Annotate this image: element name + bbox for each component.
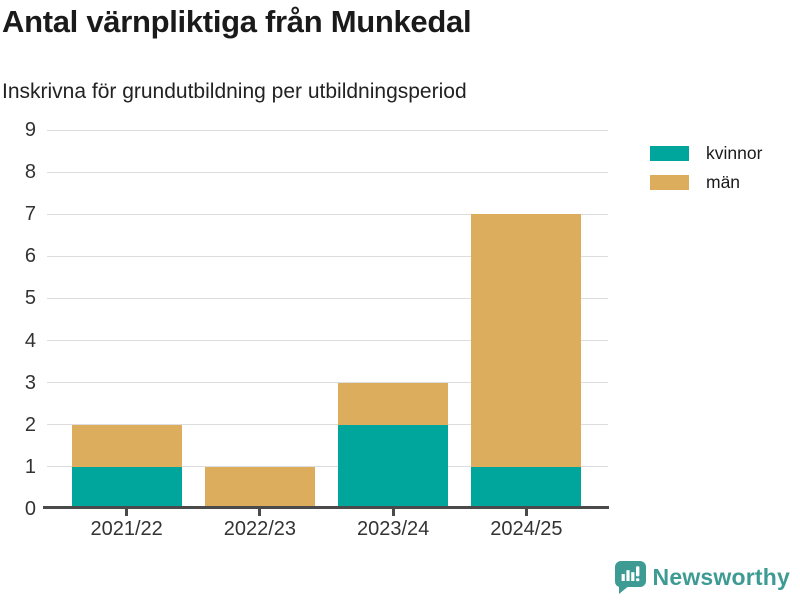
x-tick-label: 2024/25 xyxy=(490,518,563,540)
legend: kvinnor män xyxy=(650,143,763,204)
x-tick-label: 2022/23 xyxy=(223,518,297,540)
legend-item-kvinnor: kvinnor xyxy=(650,143,763,163)
gridline xyxy=(47,466,608,468)
bar-column xyxy=(327,130,460,509)
y-tick-label: 7 xyxy=(24,203,36,226)
gridline xyxy=(47,382,608,384)
gridline xyxy=(47,340,608,342)
chart-subtitle: Inskrivna för grundutbildning per utbild… xyxy=(2,80,467,103)
chart-title: Antal värnpliktiga från Munkedal xyxy=(2,4,472,39)
y-tick-label: 6 xyxy=(24,245,36,268)
bar-column xyxy=(60,130,193,509)
y-tick-label: 5 xyxy=(24,287,36,310)
stacked-bar xyxy=(338,382,449,509)
y-tick-label: 0 xyxy=(24,498,36,520)
gridline xyxy=(47,171,608,173)
bar-column xyxy=(460,130,593,509)
x-tick-label: 2021/22 xyxy=(90,518,163,540)
bar-column xyxy=(193,130,326,509)
bar-segment xyxy=(338,424,449,509)
newsworthy-logo: Newsworthy xyxy=(614,561,790,594)
bar-segment xyxy=(71,466,182,509)
legend-label-kvinnor: kvinnor xyxy=(706,143,763,163)
newsworthy-wordmark: Newsworthy xyxy=(652,564,790,590)
bar-chart-speech-bubble-icon xyxy=(614,561,646,594)
x-tick xyxy=(524,509,528,516)
gridline xyxy=(47,424,608,426)
y-tick-label: 2 xyxy=(24,413,36,436)
legend-item-man: män xyxy=(650,172,762,192)
plot-area xyxy=(45,129,608,509)
bar-segment xyxy=(338,382,449,425)
stacked-bar xyxy=(204,466,315,509)
legend-swatch-kvinnor xyxy=(650,146,689,161)
x-tick xyxy=(125,509,129,516)
gridline xyxy=(47,297,608,299)
stacked-bar xyxy=(471,214,582,509)
y-tick-label: 4 xyxy=(24,329,36,352)
gridline xyxy=(47,255,608,257)
y-tick-label: 1 xyxy=(24,455,36,478)
gridline xyxy=(47,129,608,131)
y-tick-label: 3 xyxy=(24,371,36,394)
bar-segment xyxy=(204,466,315,509)
y-tick-label: 8 xyxy=(24,161,36,184)
legend-label-man: män xyxy=(706,172,741,192)
y-axis-labels: 0 1 2 3 4 5 6 7 8 9 xyxy=(0,119,36,520)
bar-columns xyxy=(60,130,593,509)
legend-swatch-man xyxy=(650,175,689,190)
y-tick-label: 9 xyxy=(24,119,36,141)
x-tick xyxy=(391,509,395,516)
stacked-bar xyxy=(71,424,182,509)
x-axis-labels: 2021/22 2022/23 2023/24 2024/25 xyxy=(60,518,593,541)
x-axis-line xyxy=(43,506,609,509)
bar-segment xyxy=(471,466,582,509)
gridline xyxy=(47,213,608,215)
bar-segment xyxy=(471,214,582,467)
x-tick xyxy=(258,509,262,516)
bar-segment xyxy=(71,424,182,467)
x-tick-label: 2023/24 xyxy=(356,518,430,540)
